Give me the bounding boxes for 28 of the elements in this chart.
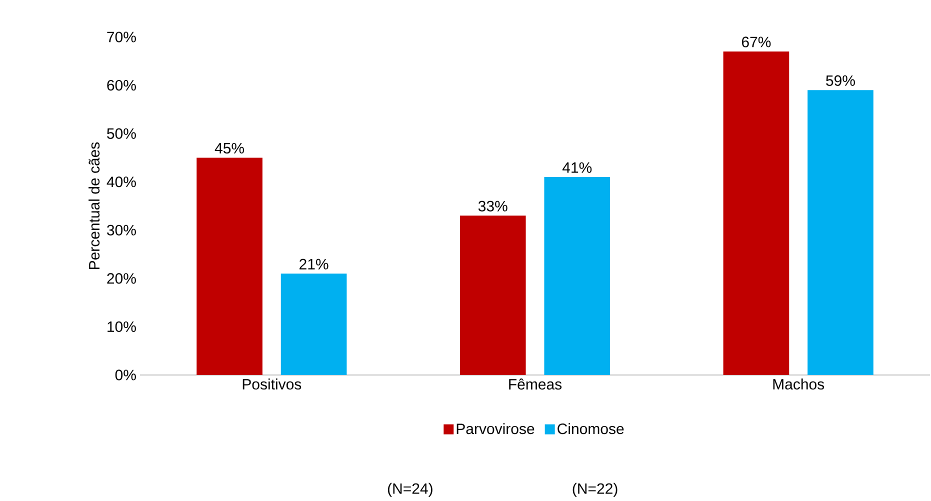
bar bbox=[544, 177, 610, 375]
data-label: 33% bbox=[478, 200, 508, 212]
x-tick-label: Machos bbox=[773, 378, 824, 390]
y-tick-label: 50% bbox=[107, 128, 136, 139]
text: (N=22) bbox=[572, 482, 618, 497]
y-axis-title: Percentual de cães bbox=[88, 142, 100, 269]
y-tick-label: 60% bbox=[107, 80, 136, 91]
bar bbox=[723, 51, 790, 375]
bar bbox=[196, 158, 262, 375]
data-label: 45% bbox=[214, 142, 244, 154]
data-label: 59% bbox=[826, 75, 855, 86]
y-tick-label: 70% bbox=[107, 32, 136, 42]
text: (N=24) bbox=[388, 482, 432, 497]
y-tick-label: 40% bbox=[106, 176, 136, 188]
y-tick-label: 30% bbox=[107, 224, 136, 236]
data-label: 21% bbox=[300, 258, 328, 270]
data-label: 67% bbox=[742, 36, 771, 48]
bar bbox=[460, 216, 526, 375]
bar bbox=[808, 90, 874, 375]
y-tick-label: 0% bbox=[115, 370, 136, 380]
x-tick-label: Positivos bbox=[242, 378, 302, 390]
data-label: 41% bbox=[562, 162, 592, 173]
legend-label: Cinomose bbox=[558, 423, 624, 434]
bar bbox=[280, 274, 347, 375]
legend-label: Parvovirose bbox=[456, 423, 534, 434]
y-tick-label: 10% bbox=[108, 321, 136, 332]
x-tick-label: Fêmeas bbox=[509, 378, 562, 390]
y-tick-label: 20% bbox=[107, 273, 136, 284]
